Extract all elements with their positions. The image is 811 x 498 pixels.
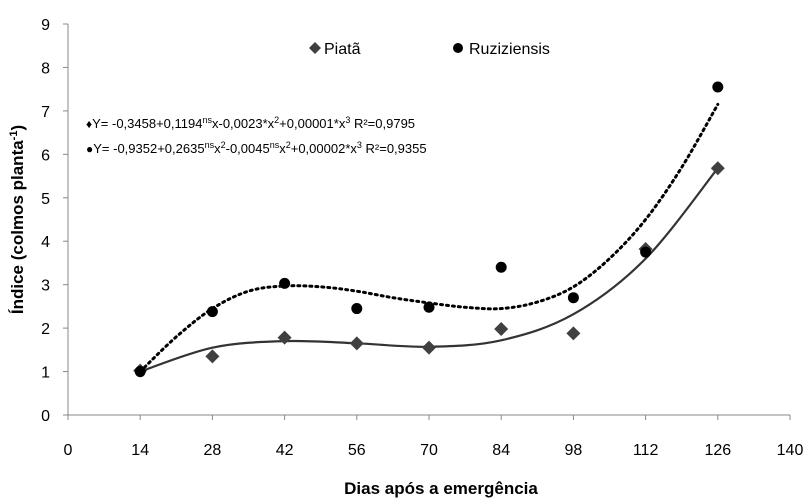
y-tick-label: 5 <box>41 191 50 208</box>
legend-marker-piata <box>309 42 321 54</box>
legend-label-piata: Piatã <box>324 41 361 58</box>
legend: Piatã Ruziziensis <box>309 41 550 58</box>
equation-part: +0,00001*x <box>279 116 346 131</box>
point-piata <box>349 336 364 351</box>
point-ruziziensis <box>640 246 652 258</box>
axes <box>67 24 790 416</box>
x-tick-label: 0 <box>64 442 73 459</box>
point-piata <box>566 326 581 341</box>
point-ruziziensis <box>351 303 363 315</box>
equation-part: 3 <box>345 115 350 125</box>
x-tick-label: 14 <box>131 442 149 459</box>
point-ruziziensis <box>206 306 218 318</box>
equation-part: +0,00002*x <box>291 141 358 156</box>
equation-part: R²=0,9355 <box>362 141 427 156</box>
y-axis-label-sup: -1 <box>8 131 20 141</box>
equation-part: Y= -0,9352+0,2635 <box>93 141 204 156</box>
y-tick-label: 1 <box>41 365 50 382</box>
x-tick-label: 70 <box>420 442 438 459</box>
regression-equations: ♦Y= -0,3458+0,1194nsx-0,0023*x2+0,00001*… <box>86 115 427 156</box>
point-ruziziensis <box>134 366 146 378</box>
equation-part: x <box>279 141 286 156</box>
equation-part: ns <box>270 140 280 150</box>
point-piata <box>494 321 509 336</box>
y-axis-label-main: Índice (colmos planta <box>8 140 27 314</box>
point-ruziziensis <box>423 301 435 313</box>
point-ruziziensis <box>279 277 291 289</box>
point-piata <box>205 349 220 364</box>
equation-part: Y= -0,3458+0,1194 <box>92 116 202 131</box>
equation-part: x <box>214 141 221 156</box>
equation-part: ns <box>202 115 212 125</box>
x-tick-label: 98 <box>565 442 583 459</box>
point-ruziziensis <box>495 261 507 273</box>
y-tick-label: 7 <box>41 104 50 121</box>
equation-ruziziensis: ●Y= -0,9352+0,2635nsx2-0,0045nsx2+0,0000… <box>86 140 427 156</box>
y-tick-label: 4 <box>41 234 50 251</box>
data-points <box>133 81 725 378</box>
x-tick-label: 28 <box>204 442 222 459</box>
equation-part: 2 <box>274 115 279 125</box>
equation-part: ns <box>205 140 215 150</box>
point-ruziziensis <box>567 292 579 304</box>
legend-label-ruziziensis: Ruziziensis <box>469 41 550 58</box>
y-tick-label: 6 <box>41 147 50 164</box>
point-piata <box>422 340 436 355</box>
y-tick-label: 2 <box>41 321 50 338</box>
point-piata <box>710 161 725 176</box>
y-tick-label: 0 <box>41 408 50 425</box>
y-axis-label-close: ) <box>8 125 27 131</box>
equation-marker: ● <box>86 142 93 156</box>
x-tick-label: 112 <box>633 442 659 459</box>
x-tick-label: 42 <box>276 442 294 459</box>
point-ruziziensis <box>712 81 724 93</box>
equation-part: R²=0,9795 <box>350 116 415 131</box>
x-tick-label: 140 <box>777 442 804 459</box>
x-tick-label: 126 <box>704 442 731 459</box>
equation-part: 3 <box>357 140 362 150</box>
y-tick-label: 8 <box>41 60 50 77</box>
equation-piata: ♦Y= -0,3458+0,1194nsx-0,0023*x2+0,00001*… <box>86 115 415 131</box>
point-piata <box>277 330 292 345</box>
equation-part: 2 <box>221 140 226 150</box>
y-axis-label: Índice (colmos planta-1) <box>8 125 27 314</box>
equation-marker: ♦ <box>86 117 92 131</box>
equation-part: 2 <box>286 140 291 150</box>
x-tick-label: 84 <box>492 442 510 459</box>
y-tick-label: 3 <box>41 278 50 295</box>
x-tick-label: 56 <box>348 442 366 459</box>
equation-part: x-0,0023*x <box>212 116 275 131</box>
legend-marker-ruziziensis <box>453 43 463 53</box>
y-tick-label: 9 <box>41 17 50 34</box>
equation-part: -0,0045 <box>226 141 270 156</box>
x-axis-label: Dias após a emergência <box>344 479 538 498</box>
